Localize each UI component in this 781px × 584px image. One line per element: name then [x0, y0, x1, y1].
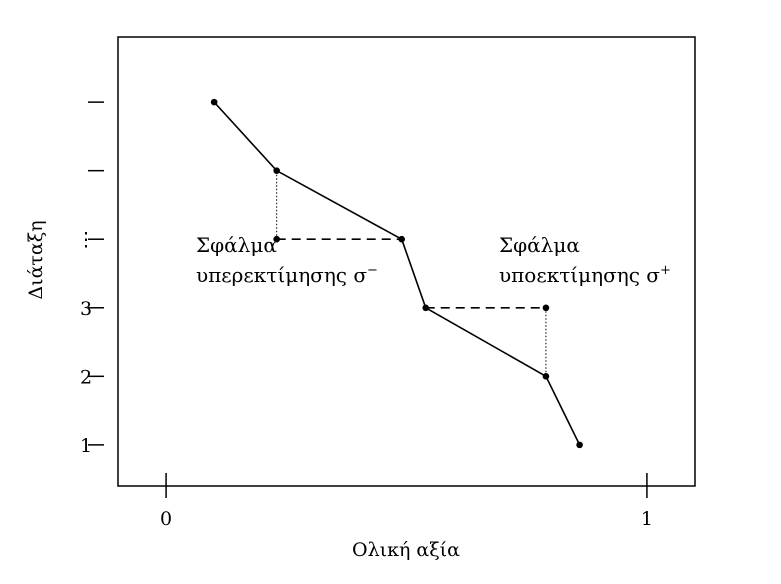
data-point: [576, 441, 583, 449]
annotation-line2: υποεκτίμησης σ+: [499, 263, 671, 287]
error-annotations: Σφάλμα υπερεκτίμησης σ− Σφάλμα υποεκτίμησης…: [196, 233, 671, 287]
series-group: [210, 98, 583, 449]
y-axis-title: Διάταξη: [25, 220, 47, 299]
data-point: [210, 98, 218, 106]
x-axis-title: Ολική αξία: [352, 539, 460, 561]
x-tick-label: 0: [160, 508, 172, 530]
series-line: [213, 101, 581, 446]
annotation-line1: Σφάλμα: [499, 233, 580, 257]
x-tick-label: 1: [641, 508, 653, 530]
data-point: [422, 304, 430, 312]
data-point: [273, 167, 280, 174]
annotation-line1: Σφάλμα: [196, 233, 277, 257]
y-tick-label: 2: [80, 366, 92, 388]
error-helper-lines: [273, 170, 550, 377]
data-point: [542, 373, 550, 380]
y-tick-label: ⋮: [77, 229, 96, 251]
data-point: [398, 235, 405, 243]
annotation-line2: υπερεκτίμησης σ−: [196, 263, 378, 287]
plot-frame: [117, 36, 696, 487]
error-helper-point: [273, 235, 280, 243]
y-tick-label: 1: [80, 435, 92, 457]
annotation-superscript: +: [660, 263, 671, 278]
y-axis-ticks: 1 2 3 ⋮: [77, 101, 104, 457]
error-helper-point: [542, 304, 550, 312]
y-tick-label: 3: [80, 298, 92, 320]
annotation-superscript: −: [367, 263, 378, 278]
